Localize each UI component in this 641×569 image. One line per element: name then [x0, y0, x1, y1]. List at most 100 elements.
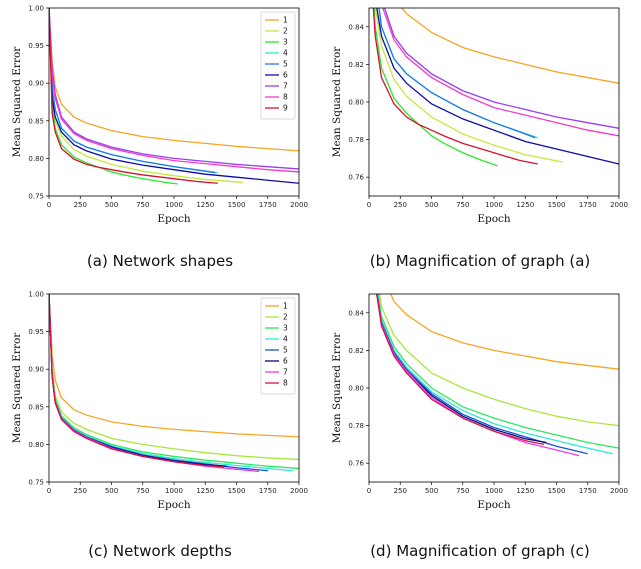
series-line-3 [373, 8, 498, 167]
caption-d: (d) Magnification of graph (c) [370, 542, 590, 560]
series-line-2 [378, 294, 619, 427]
y-tick-label: 0.78 [348, 136, 364, 144]
series-line-8 [376, 294, 545, 446]
chart-network-depths: 0 250 500 750 1000 1250 1500 1750 2000 0.75 0.80 0.… [11, 291, 308, 512]
y-tick-label: 0.78 [348, 422, 364, 430]
y-tick-label: 1.00 [28, 291, 44, 299]
x-tick-label: 1750 [259, 201, 277, 209]
y-tick-label: 0.95 [28, 42, 44, 50]
legend-label-4: 4 [283, 49, 288, 58]
y-tick-label: 1.00 [28, 5, 44, 13]
x-tick-label: 500 [105, 487, 118, 495]
series-line-6 [49, 8, 299, 184]
x-tick-label: 2000 [290, 201, 308, 209]
series-line-1 [49, 294, 299, 438]
y-tick-label: 0.80 [348, 385, 364, 393]
legend: 1 2 3 4 5 6 7 8 9 [260, 11, 296, 120]
x-tick-label: 2000 [610, 201, 628, 209]
series-line-6 [376, 8, 619, 165]
chart-magnification-c: 0 250 500 750 1000 1250 1500 1750 2000 0.76 0.78 0.… [331, 293, 628, 511]
x-axis-label: Epoch [157, 213, 191, 225]
y-axis-label: Mean Squared Error [331, 332, 343, 444]
series-line-9 [49, 8, 218, 184]
x-tick-label: 500 [425, 201, 438, 209]
legend-label-6: 6 [283, 71, 288, 80]
legend-label-2: 2 [283, 313, 288, 322]
series-line-5 [49, 8, 216, 174]
caption-c: (c) Network depths [88, 542, 232, 560]
x-tick-label: 0 [367, 201, 371, 209]
y-axis-label: Mean Squared Error [11, 46, 23, 158]
x-tick-label: 1750 [579, 487, 597, 495]
x-axis-label: Epoch [477, 213, 511, 225]
panel-b: 0 250 500 750 1000 1250 1500 1750 2000 0.76 0.78 0.… [320, 0, 641, 285]
x-tick-label: 1500 [548, 201, 566, 209]
y-tick-label: 0.90 [28, 80, 44, 88]
x-tick-label: 250 [74, 487, 87, 495]
legend-label-5: 5 [283, 346, 288, 355]
panel-c: 0 250 500 750 1000 1250 1500 1750 2000 0.75 0.80 0.… [0, 286, 320, 569]
x-tick-label: 1000 [485, 487, 503, 495]
y-axis-label: Mean Squared Error [11, 332, 23, 444]
legend-label-1: 1 [283, 16, 288, 25]
panel-d: 0 250 500 750 1000 1250 1500 1750 2000 0.76 0.78 0.… [320, 286, 641, 569]
series-line-7 [383, 8, 619, 129]
y-tick-label: 0.84 [348, 309, 364, 317]
y-tick-label: 0.82 [348, 347, 364, 355]
x-tick-label: 1500 [228, 487, 246, 495]
y-tick-label: 0.76 [348, 460, 364, 468]
series-line-4 [376, 294, 613, 455]
x-tick-label: 750 [136, 487, 149, 495]
series-line-4 [49, 8, 218, 174]
y-tick-label: 0.95 [28, 328, 44, 336]
chart-magnification-a: 0 250 500 750 1000 1250 1500 1750 2000 0.76 0.78 0.… [331, 7, 628, 225]
x-tick-label: 250 [74, 201, 87, 209]
x-tick-label: 1000 [485, 201, 503, 209]
x-tick-label: 250 [394, 487, 407, 495]
legend-label-9: 9 [283, 104, 288, 113]
y-tick-label: 0.82 [348, 61, 364, 69]
legend-label-8: 8 [283, 93, 288, 102]
x-tick-label: 1000 [165, 487, 183, 495]
series-line-8 [382, 8, 619, 137]
x-axis-label: Epoch [157, 499, 191, 511]
y-tick-label: 0.80 [28, 441, 44, 449]
series-line-5 [376, 294, 588, 455]
series-line-7 [376, 294, 580, 457]
panel-a: 0 250 500 750 1000 1250 1500 1750 2000 0.75 0.80 0.… [0, 0, 320, 285]
y-tick-label: 0.80 [348, 99, 364, 107]
x-tick-label: 1500 [548, 487, 566, 495]
series-line-4 [49, 294, 293, 472]
x-tick-label: 750 [456, 201, 469, 209]
x-tick-label: 2000 [610, 487, 628, 495]
legend-label-7: 7 [283, 82, 288, 91]
plot-frame [368, 293, 620, 483]
series-line-6 [49, 294, 227, 467]
x-tick-label: 500 [425, 487, 438, 495]
caption-b: (b) Magnification of graph (a) [369, 252, 591, 270]
legend-label-1: 1 [283, 302, 288, 311]
y-tick-label: 0.90 [28, 366, 44, 374]
x-tick-label: 0 [47, 201, 51, 209]
y-tick-label: 0.84 [348, 23, 364, 31]
x-tick-label: 1000 [165, 201, 183, 209]
y-tick-label: 0.76 [348, 174, 364, 182]
x-tick-label: 1750 [259, 487, 277, 495]
x-tick-label: 0 [367, 487, 371, 495]
series-line-1 [390, 294, 619, 370]
legend-label-3: 3 [283, 38, 288, 47]
x-tick-label: 1250 [196, 201, 214, 209]
y-tick-label: 0.75 [28, 193, 44, 201]
series-line-2 [374, 8, 563, 163]
series-line-1 [400, 8, 619, 84]
legend-label-7: 7 [283, 368, 288, 377]
x-tick-label: 1750 [579, 201, 597, 209]
y-axis-label: Mean Squared Error [331, 46, 343, 158]
x-tick-label: 750 [136, 201, 149, 209]
legend: 1 2 3 4 5 6 7 8 [260, 297, 296, 395]
series-line-8 [49, 294, 225, 468]
x-tick-label: 1500 [228, 201, 246, 209]
series-line-9 [372, 8, 538, 165]
x-tick-label: 0 [47, 487, 51, 495]
series-line-1 [49, 8, 299, 152]
